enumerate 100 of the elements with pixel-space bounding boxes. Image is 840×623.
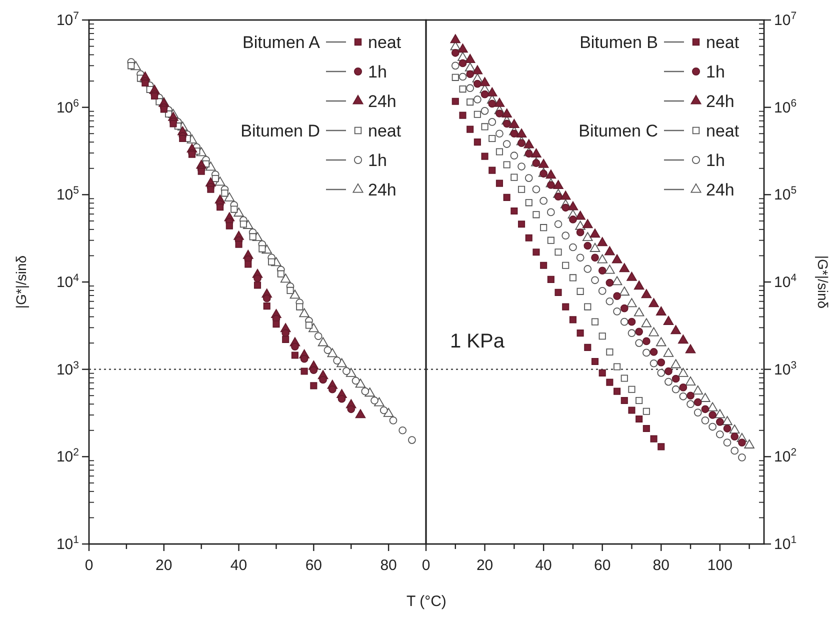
annotation: Bitumen B xyxy=(580,33,658,52)
point xyxy=(626,298,637,308)
point xyxy=(160,106,168,113)
point xyxy=(179,134,186,142)
legend-label: neat xyxy=(368,122,402,140)
point xyxy=(458,59,467,68)
y-tick-label: 10$^{7}$ xyxy=(56,10,80,29)
point xyxy=(502,140,511,148)
point xyxy=(347,405,356,414)
legend-label: neat xyxy=(368,33,402,52)
point xyxy=(685,344,696,354)
point xyxy=(562,232,570,240)
point xyxy=(503,194,510,201)
x-tick-label: 40 xyxy=(535,557,552,574)
point xyxy=(496,180,504,187)
point xyxy=(626,272,637,281)
point xyxy=(480,77,490,86)
point xyxy=(524,139,534,148)
point xyxy=(254,274,262,282)
point xyxy=(663,316,674,325)
point xyxy=(518,186,526,193)
point xyxy=(540,262,548,269)
point xyxy=(547,236,554,244)
point xyxy=(568,201,578,210)
point xyxy=(310,382,318,390)
point xyxy=(576,254,584,262)
y-axis-title: |G*|/sinδ xyxy=(13,255,29,309)
point xyxy=(488,166,496,174)
legend-label: 24h xyxy=(368,180,396,200)
point xyxy=(308,323,319,332)
point xyxy=(510,130,518,138)
point xyxy=(296,303,304,310)
point xyxy=(380,406,388,414)
point xyxy=(606,278,614,287)
point xyxy=(598,287,606,295)
point xyxy=(408,436,416,444)
x-tick-label: 100 xyxy=(707,557,732,574)
x-tick-label: 20 xyxy=(156,557,172,574)
point xyxy=(656,337,666,346)
point xyxy=(614,363,621,370)
point xyxy=(496,130,504,138)
point xyxy=(650,348,658,356)
point xyxy=(474,110,481,118)
point xyxy=(554,248,562,256)
point xyxy=(554,192,562,201)
point xyxy=(562,204,570,212)
point xyxy=(525,234,532,242)
point xyxy=(569,274,576,282)
point xyxy=(723,438,732,446)
point xyxy=(569,216,577,224)
point xyxy=(464,62,476,72)
point xyxy=(268,258,276,266)
point xyxy=(361,387,370,396)
y-tick-label: 10$^{1}$ xyxy=(774,534,797,553)
point xyxy=(701,405,710,414)
point xyxy=(466,84,474,92)
point xyxy=(230,206,238,213)
point xyxy=(620,396,628,404)
point xyxy=(635,339,644,347)
point xyxy=(597,237,608,246)
point xyxy=(685,376,696,386)
x-tick-label: 0 xyxy=(422,557,430,574)
point xyxy=(502,108,512,118)
point xyxy=(472,65,483,74)
point xyxy=(664,378,672,386)
point xyxy=(524,150,533,158)
x-tick-label: 60 xyxy=(305,557,322,574)
y-tick-label: 10$^{5}$ xyxy=(774,184,797,204)
point xyxy=(496,148,504,156)
point xyxy=(657,368,666,377)
legend-label: 24h xyxy=(706,180,734,200)
point xyxy=(730,432,739,440)
point xyxy=(692,385,704,394)
x-tick-label: 60 xyxy=(594,557,611,574)
point xyxy=(170,120,177,128)
point xyxy=(290,290,300,299)
point xyxy=(678,334,688,344)
x-tick-label: 40 xyxy=(230,557,248,574)
annotation: Bitumen D xyxy=(240,122,320,140)
point xyxy=(686,392,694,400)
point xyxy=(569,316,576,324)
point xyxy=(591,276,599,284)
point xyxy=(663,348,674,357)
point xyxy=(670,359,681,368)
legend-label: 1h xyxy=(706,62,725,82)
point xyxy=(398,426,407,434)
point xyxy=(636,396,643,404)
x-tick-label: 0 xyxy=(84,557,94,574)
point xyxy=(634,307,644,316)
point xyxy=(584,303,592,310)
point xyxy=(291,342,299,351)
point xyxy=(338,394,346,403)
point xyxy=(262,294,271,302)
point xyxy=(531,148,542,158)
point xyxy=(650,435,658,442)
point xyxy=(502,120,511,128)
point xyxy=(604,246,615,256)
point xyxy=(286,286,294,294)
point xyxy=(670,325,681,334)
point xyxy=(450,34,461,44)
